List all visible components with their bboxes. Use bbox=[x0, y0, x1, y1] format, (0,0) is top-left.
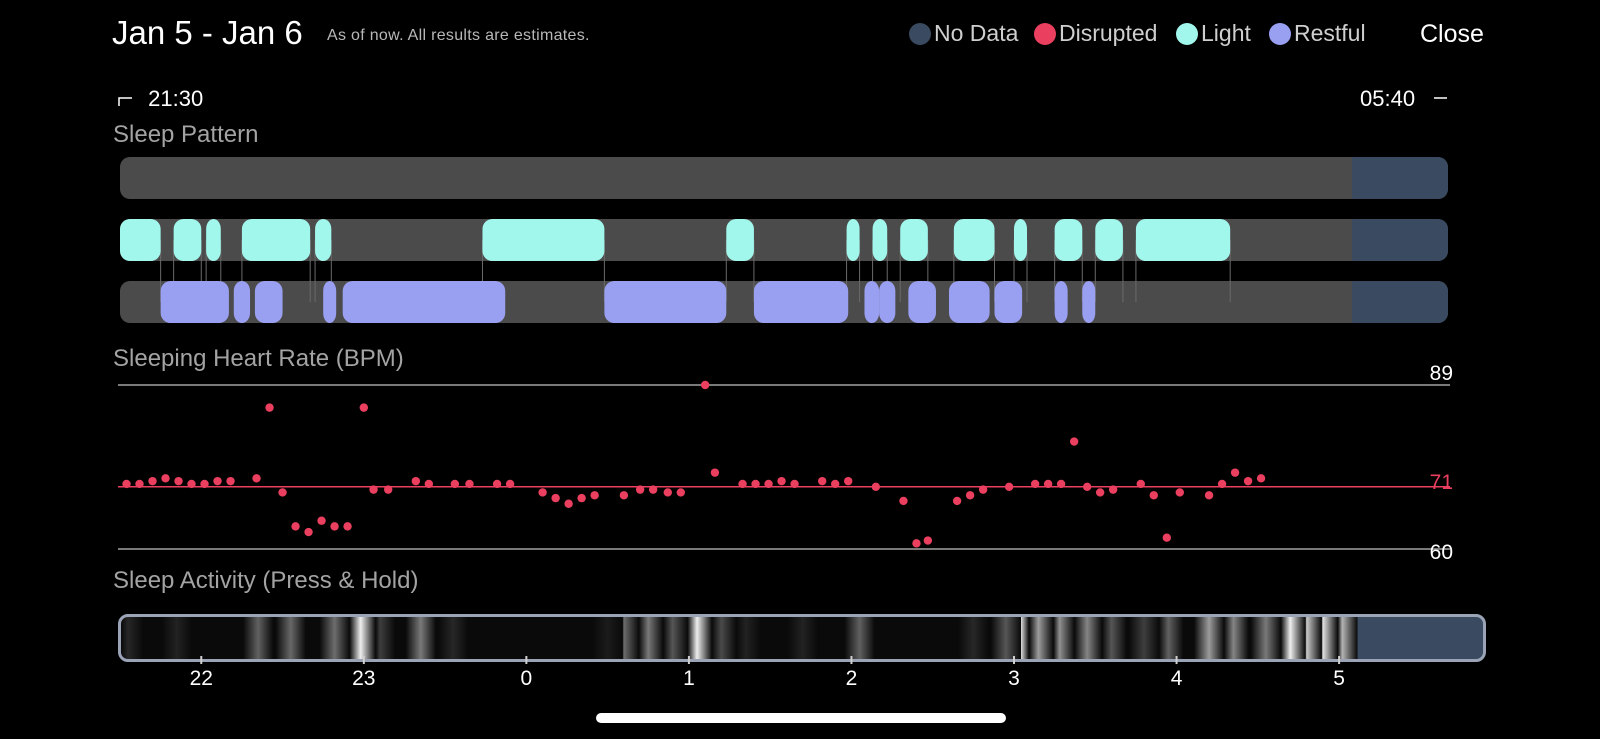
restful-sleep-segment bbox=[864, 281, 880, 323]
light-sleep-segment bbox=[1135, 219, 1231, 261]
restful-swatch bbox=[1269, 22, 1291, 45]
light-swatch bbox=[1176, 22, 1198, 45]
restful-sleep-segment bbox=[323, 281, 337, 323]
hour-tick-label: 5 bbox=[1333, 667, 1345, 690]
hour-tick-label: 2 bbox=[846, 667, 858, 690]
hour-tick-label: 1 bbox=[683, 667, 695, 690]
restful-sleep-segment bbox=[233, 281, 251, 323]
hour-tick-label: 23 bbox=[352, 667, 375, 690]
light-sleep-segment bbox=[120, 219, 161, 261]
disrupted-swatch bbox=[1034, 22, 1056, 45]
bracket-left-icon bbox=[118, 97, 132, 106]
no-data-segment bbox=[1352, 157, 1365, 199]
legend-disrupted: Disrupted bbox=[1034, 20, 1157, 47]
light-sleep-segment bbox=[726, 219, 754, 261]
light-sleep-segment bbox=[846, 219, 860, 261]
restful-sleep-segment bbox=[342, 281, 506, 323]
sleep-activity-heading: Sleep Activity (Press & Hold) bbox=[113, 567, 419, 594]
bracket-right-icon bbox=[1434, 97, 1448, 99]
light-sleep-segment bbox=[872, 219, 888, 261]
hour-tick-label: 3 bbox=[1008, 667, 1020, 690]
light-sleep-segment bbox=[173, 219, 202, 261]
close-button[interactable]: Close bbox=[1420, 20, 1484, 48]
no-data-segment bbox=[1352, 281, 1365, 323]
restful-sleep-segment bbox=[604, 281, 727, 323]
no-data-segment bbox=[1352, 219, 1365, 261]
pattern-track bbox=[120, 157, 1448, 199]
light-sleep-segment bbox=[1054, 219, 1083, 261]
range-end-label: 05:40 bbox=[1360, 86, 1416, 111]
heart-rate-heading: Sleeping Heart Rate (BPM) bbox=[113, 345, 404, 372]
light-sleep-segment bbox=[241, 219, 311, 261]
light-sleep-segment bbox=[1014, 219, 1028, 261]
sleep-activity-bar[interactable] bbox=[118, 614, 1486, 662]
legend-light: Light bbox=[1176, 20, 1251, 47]
legend-no-data: No Data bbox=[909, 20, 1018, 47]
sleep-pattern-heading: Sleep Pattern bbox=[113, 121, 259, 148]
restful-sleep-segment bbox=[160, 281, 229, 323]
restful-sleep-segment bbox=[948, 281, 990, 323]
legend-label: Disrupted bbox=[1059, 20, 1158, 46]
restful-sleep-segment bbox=[994, 281, 1023, 323]
light-sleep-segment bbox=[315, 219, 332, 261]
hour-axis: 22 23 0 1 2 3 4 5 bbox=[190, 656, 1345, 690]
range-end: 05:40 bbox=[1360, 86, 1448, 112]
restful-sleep-segment bbox=[879, 281, 896, 323]
range-start: 21:30 bbox=[118, 86, 203, 112]
no-data-segment bbox=[1352, 219, 1448, 261]
restful-sleep-segment bbox=[1054, 281, 1068, 323]
range-start-label: 21:30 bbox=[148, 86, 204, 111]
light-sleep-segment bbox=[482, 219, 605, 261]
hour-tick-label: 22 bbox=[190, 667, 213, 690]
no-data-segment bbox=[1352, 157, 1448, 199]
no-data-segment bbox=[1352, 281, 1448, 323]
legend-label: Restful bbox=[1294, 20, 1366, 46]
no-data-swatch bbox=[909, 22, 931, 45]
restful-sleep-segment bbox=[1082, 281, 1096, 323]
light-sleep-segment bbox=[1095, 219, 1123, 261]
legend-label: No Data bbox=[934, 20, 1019, 46]
light-sleep-segment bbox=[900, 219, 928, 261]
restful-sleep-segment bbox=[254, 281, 283, 323]
hour-tick-label: 4 bbox=[1171, 667, 1183, 690]
home-indicator[interactable] bbox=[596, 713, 1006, 723]
legend-restful: Restful bbox=[1269, 20, 1366, 47]
light-sleep-segment bbox=[206, 219, 221, 261]
restful-sleep-segment bbox=[753, 281, 849, 323]
legend-label: Light bbox=[1201, 20, 1251, 46]
hour-tick-label: 0 bbox=[521, 667, 533, 690]
light-sleep-segment bbox=[953, 219, 995, 261]
estimate-disclaimer: As of now. All results are estimates. bbox=[327, 27, 590, 44]
restful-sleep-segment bbox=[908, 281, 936, 323]
page-title: Jan 5 - Jan 6 bbox=[112, 14, 303, 51]
